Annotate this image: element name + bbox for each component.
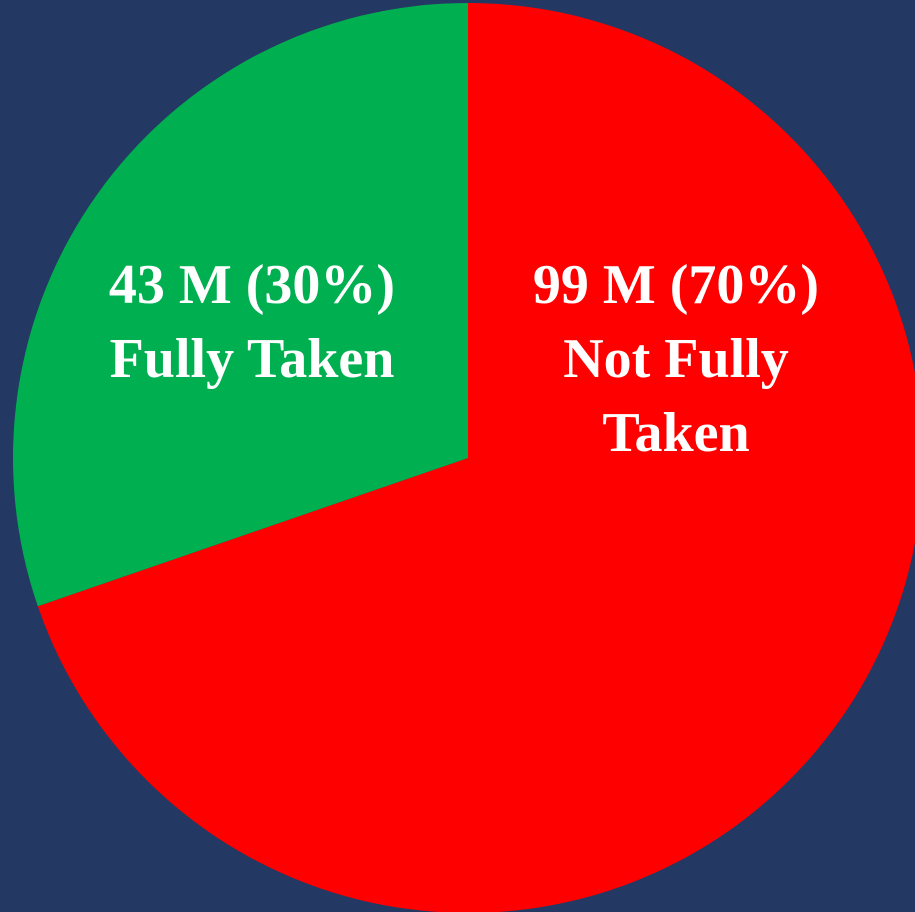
slice-label: 43 M (30%) Fully Taken	[72, 248, 432, 396]
category-label: Fully Taken	[109, 328, 395, 390]
pie-slice	[12, 3, 469, 607]
category-label: Not Fully Taken	[563, 328, 789, 464]
slice-label: 99 M (70%) Not Fully Taken	[506, 248, 846, 470]
value-label: 99 M (70%)	[532, 254, 820, 316]
pie-slice	[37, 3, 915, 912]
value-label: 43 M (30%)	[108, 254, 396, 316]
